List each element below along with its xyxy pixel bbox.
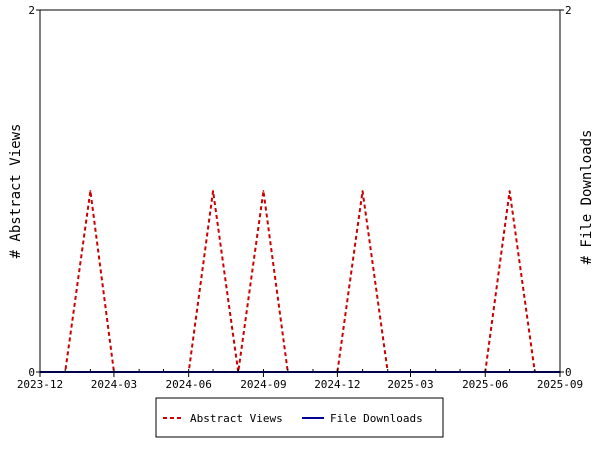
y-axis-title-left: # Abstract Views <box>8 124 24 259</box>
x-tick-label: 2023-12 <box>17 378 63 391</box>
legend-label-abstract-views: Abstract Views <box>190 412 283 425</box>
x-tick-label: 2025-09 <box>537 378 583 391</box>
x-tick-label: 2024-12 <box>314 378 360 391</box>
legend: Abstract Views File Downloads <box>155 397 444 438</box>
x-tick-label: 2024-06 <box>166 378 212 391</box>
data-point-abstract-views <box>508 190 511 192</box>
y-tick-label-right: 2 <box>565 4 572 17</box>
plot-area <box>39 190 561 373</box>
x-tick-label: 2024-03 <box>91 378 137 391</box>
legend-label-file-downloads: File Downloads <box>330 412 423 425</box>
y-tick-label-left: 0 <box>28 366 35 379</box>
x-tick-label: 2024-09 <box>240 378 286 391</box>
data-point-abstract-views <box>262 190 265 192</box>
data-point-abstract-views <box>212 190 214 192</box>
y-axis-title-right: # File Downloads <box>579 130 595 265</box>
axes: 0 0 2 2 2023-12 2024-03 2024-06 2024-09 2024-12 2… <box>17 4 583 391</box>
legend-box <box>155 397 444 438</box>
series-line-abstract-views <box>40 190 560 373</box>
x-tick-label: 2025-06 <box>462 378 508 391</box>
data-point-abstract-views <box>361 190 364 192</box>
y-tick-label-left: 2 <box>28 4 35 17</box>
x-tick-label: 2025-03 <box>387 378 433 391</box>
data-point-abstract-views <box>89 190 92 192</box>
y-tick-label-right: 0 <box>565 366 572 379</box>
plot-frame <box>39 9 561 373</box>
